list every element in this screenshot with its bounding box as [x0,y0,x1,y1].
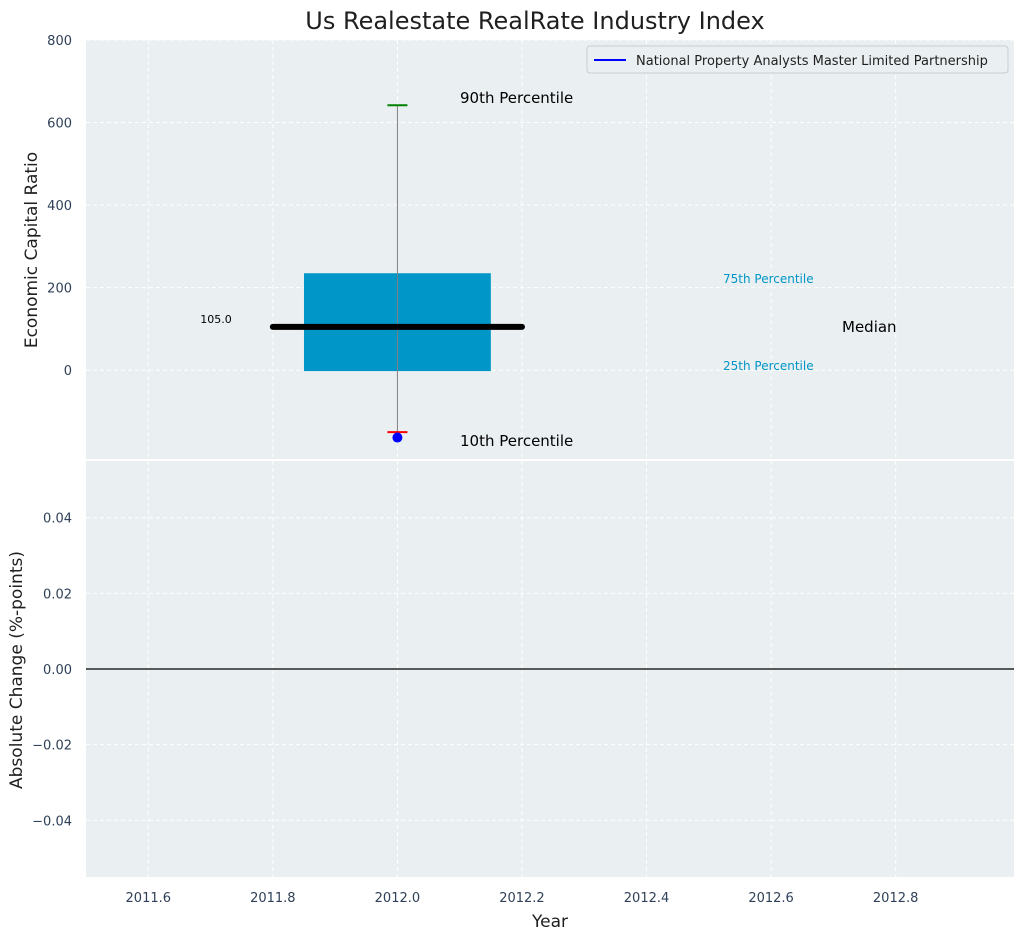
annotation-10th-percentile: 10th Percentile [460,432,573,450]
legend: National Property Analysts Master Limite… [586,45,1009,74]
top-plot-area [86,40,1014,459]
top-y-tick-label: 800 [47,34,72,49]
x-tick-label: 2012.2 [499,891,545,906]
x-tick-label: 2012.0 [375,891,421,906]
bottom-y-tick-label: −0.02 [32,739,72,754]
bottom-y-axis-label: Absolute Change (%-points) [7,551,27,789]
top-marks [269,104,525,443]
annotation-75th-percentile: 75th Percentile [723,272,814,286]
bottom-y-tick-label: 0.02 [43,587,72,602]
top-y-tick-label: 600 [47,117,72,132]
x-tick-label: 2012.8 [873,891,919,906]
top-y-tick-label: 200 [47,282,72,297]
x-tick-label: 2012.4 [624,891,670,906]
x-axis-label: Year [531,912,568,932]
legend-entry: National Property Analysts Master Limite… [636,54,988,69]
x-tick-label: 2011.6 [126,891,172,906]
x-tick-label: 2012.6 [748,891,794,906]
top-y-tick-label: 0 [64,364,72,379]
company-point [392,432,403,443]
bottom-y-tick-label: 0.00 [43,663,72,678]
top-y-tick-label: 400 [47,199,72,214]
top-y-axis-label: Economic Capital Ratio [22,152,42,348]
top-grid [86,39,1014,459]
annotation-25th-percentile: 25th Percentile [723,359,814,373]
chart-title: Us Realestate RealRate Industry Index [305,7,764,35]
median-value-label: 105.0 [200,313,232,326]
legend-box [586,45,1009,74]
bottom-y-tick-label: −0.04 [32,814,72,829]
annotation-median: Median [842,318,897,336]
x-ticks: 2011.6 2011.8 2012.0 2012.2 2012.4 2012.6 2012… [126,891,919,906]
top-y-ticks: 0 200 400 600 800 [47,34,72,379]
bottom-y-tick-label: 0.04 [43,512,72,527]
bottom-y-ticks: −0.04 −0.02 0.00 0.02 0.04 [32,512,72,830]
x-tick-label: 2011.8 [250,891,296,906]
annotation-90th-percentile: 90th Percentile [460,89,573,107]
